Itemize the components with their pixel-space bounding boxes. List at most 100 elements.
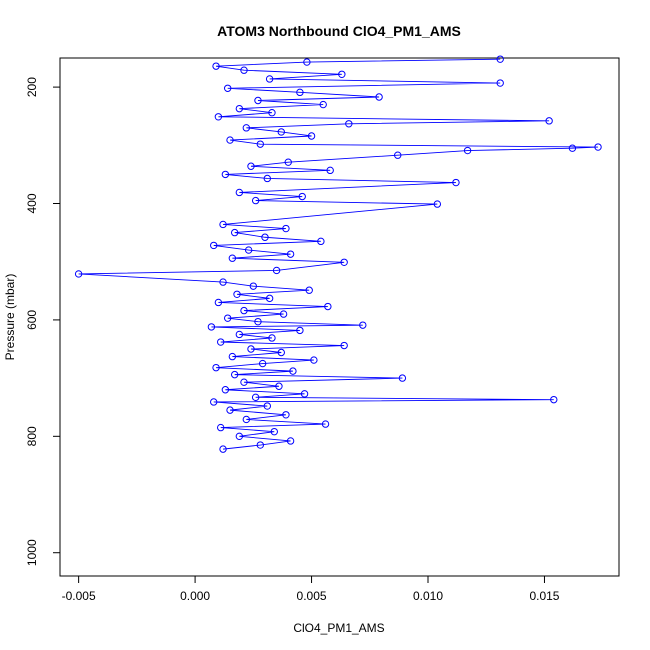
- data-point: [452, 178, 460, 187]
- data-point: [251, 393, 260, 402]
- data-point: [230, 228, 239, 237]
- data-point: [258, 359, 267, 368]
- data-point: [219, 220, 227, 229]
- data-point: [263, 174, 271, 183]
- data-point: [303, 58, 311, 66]
- data-point: [340, 258, 348, 266]
- data-point: [256, 441, 265, 449]
- data-point: [210, 398, 218, 406]
- data-point: [224, 314, 232, 322]
- data-point: [256, 140, 265, 148]
- data-point: [254, 317, 262, 326]
- y-axis: 200 400 600 800 1000: [25, 77, 61, 566]
- x-tick-label: 0.005: [297, 589, 327, 603]
- data-point: [496, 55, 504, 63]
- series-line: [78, 58, 599, 450]
- data-point: [496, 79, 504, 87]
- y-tick-label: 400: [25, 193, 39, 213]
- data-point: [219, 278, 227, 286]
- data-point: [265, 75, 274, 83]
- data-point: [268, 334, 276, 342]
- y-tick-label: 1000: [25, 539, 39, 566]
- data-point: [321, 420, 330, 428]
- data-point: [207, 323, 216, 331]
- data-point: [594, 143, 602, 151]
- data-point: [398, 374, 407, 382]
- data-point: [286, 437, 295, 445]
- data-point: [240, 306, 248, 315]
- data-point: [242, 124, 251, 132]
- data-point: [307, 132, 316, 140]
- data-point: [228, 352, 237, 361]
- data-point: [247, 162, 255, 170]
- data-point: [261, 233, 269, 241]
- data-point: [247, 345, 255, 353]
- data-point: [244, 246, 253, 254]
- data-point: [282, 224, 290, 233]
- data-point: [275, 382, 283, 390]
- data-point: [298, 192, 306, 201]
- data-point: [214, 298, 223, 307]
- data-point: [550, 395, 558, 404]
- data-point: [263, 402, 271, 410]
- data-point: [433, 200, 442, 208]
- data-point: [217, 338, 225, 346]
- y-axis-label: Pressure (mbar): [3, 274, 17, 361]
- data-point: [230, 370, 239, 379]
- data-point: [286, 250, 295, 258]
- data-point: [235, 104, 244, 113]
- data-point: [340, 341, 348, 350]
- data-point: [277, 128, 285, 136]
- data-point: [228, 254, 237, 262]
- data-point: [305, 286, 313, 294]
- data-point: [235, 188, 244, 197]
- data-point: [235, 330, 244, 339]
- data-point: [240, 378, 248, 386]
- data-point: [74, 270, 83, 278]
- data-point: [300, 390, 309, 398]
- data-point: [210, 241, 218, 250]
- data-point: [375, 93, 383, 101]
- data-point: [324, 302, 332, 311]
- x-axis-label: ClO4_PM1_AMS: [293, 621, 384, 635]
- y-tick-label: 200: [25, 77, 39, 97]
- data-point: [284, 158, 292, 166]
- data-point: [277, 348, 285, 357]
- data-point: [319, 100, 327, 109]
- data-point: [345, 120, 353, 128]
- data-point: [270, 427, 278, 436]
- chart-title: ATOM3 Northbound ClO4_PM1_AMS: [217, 23, 461, 39]
- data-point: [217, 423, 225, 432]
- data-point: [226, 136, 234, 144]
- plot-area-frame: [59, 57, 620, 577]
- data-point: [242, 415, 251, 424]
- data-point: [235, 432, 244, 441]
- data-point: [212, 62, 220, 70]
- data-point: [545, 117, 553, 125]
- data-point: [254, 96, 262, 105]
- data-point: [214, 113, 223, 121]
- data-point: [233, 290, 241, 298]
- data-point: [221, 170, 230, 179]
- data-point: [359, 321, 367, 329]
- data-point: [279, 310, 288, 318]
- data-point: [317, 237, 325, 246]
- data-point: [463, 146, 472, 155]
- data-point: [568, 144, 577, 152]
- data-point: [289, 367, 297, 375]
- data-point: [326, 166, 334, 175]
- data-point: [251, 196, 260, 205]
- data-point: [221, 386, 230, 394]
- x-tick-label: 0.015: [529, 589, 559, 603]
- data-point: [268, 109, 276, 117]
- data-point: [394, 151, 402, 159]
- y-tick-label: 600: [25, 310, 39, 330]
- x-tick-label: -0.005: [62, 589, 96, 603]
- data-layer: [74, 55, 602, 453]
- data-point: [265, 294, 274, 303]
- data-point: [296, 88, 304, 97]
- data-point: [226, 406, 234, 414]
- data-point: [272, 266, 281, 275]
- x-tick-label: 0.010: [413, 589, 443, 603]
